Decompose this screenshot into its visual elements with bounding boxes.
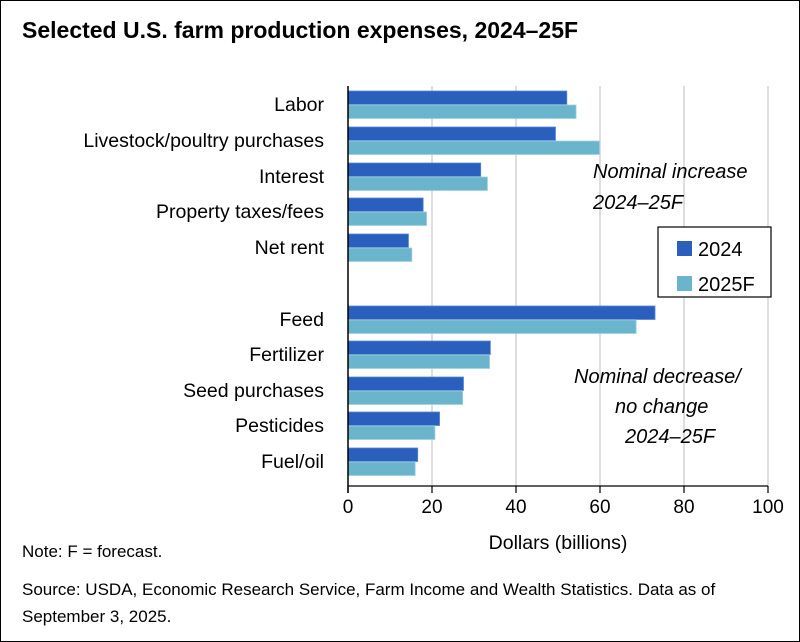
bar-2025f-interest (347, 176, 488, 191)
bar-2025f-seed-purchases (347, 390, 464, 405)
legend-swatch-2024 (677, 241, 692, 256)
bar-2025f-fuel-oil (347, 461, 416, 476)
x-tick-label: 0 (343, 497, 354, 518)
bar-2025f-feed (347, 319, 637, 334)
bar-2024-labor (347, 90, 568, 105)
bar-2025f-livestock-poultry-purchases (347, 140, 600, 155)
annotation-decrease: Nominal decrease/ (574, 366, 743, 388)
bar-2024-property-taxes-fees (347, 197, 424, 212)
annotation-decrease: no change (615, 396, 708, 418)
bar-2024-livestock-poultry-purchases (347, 126, 556, 141)
chart-note: Note: F = forecast. (22, 542, 163, 561)
legend-box (657, 226, 772, 298)
x-tick-label: 100 (752, 497, 784, 518)
chart-title: Selected U.S. farm production expenses, … (22, 17, 579, 43)
bar-2025f-property-taxes-fees (347, 211, 427, 226)
bar-2024-fertilizer (347, 340, 491, 355)
category-label: Property taxes/fees (156, 201, 324, 223)
category-label: Interest (259, 166, 325, 188)
bar-2024-pesticides (347, 411, 440, 426)
category-label: Seed purchases (183, 380, 324, 402)
category-label: Net rent (255, 237, 325, 259)
bar-2024-interest (347, 162, 482, 177)
bar-2024-net-rent (347, 233, 409, 248)
category-label: Fuel/oil (261, 451, 324, 473)
bar-2025f-pesticides (347, 425, 436, 440)
x-tick-label: 80 (673, 497, 694, 518)
chart-source: Source: USDA, Economic Research Service,… (22, 580, 716, 626)
category-label: Livestock/poultry purchases (83, 130, 324, 152)
bar-2024-seed-purchases (347, 376, 464, 391)
legend-label-2025f: 2025F (698, 274, 755, 296)
bar-2024-fuel-oil (347, 447, 419, 462)
annotation-increase: Nominal increase (593, 161, 748, 183)
bar-2025f-fertilizer (347, 354, 490, 369)
category-label: Labor (274, 94, 324, 116)
x-axis-label: Dollars (billions) (489, 532, 628, 554)
legend-swatch-2025f (677, 276, 692, 291)
category-label: Fertilizer (249, 344, 324, 366)
x-tick-label: 40 (505, 497, 526, 518)
annotation-increase: 2024–25F (592, 192, 685, 214)
x-tick-label: 60 (589, 497, 610, 518)
x-tick-label: 20 (421, 497, 442, 518)
legend-label-2024: 2024 (698, 239, 743, 261)
category-label: Feed (280, 309, 324, 331)
bar-2025f-net-rent (347, 247, 413, 262)
annotation-decrease: 2024–25F (624, 426, 717, 448)
bar-2024-feed (347, 305, 656, 320)
bar-2025f-labor (347, 104, 577, 119)
category-label: Pesticides (235, 415, 324, 437)
